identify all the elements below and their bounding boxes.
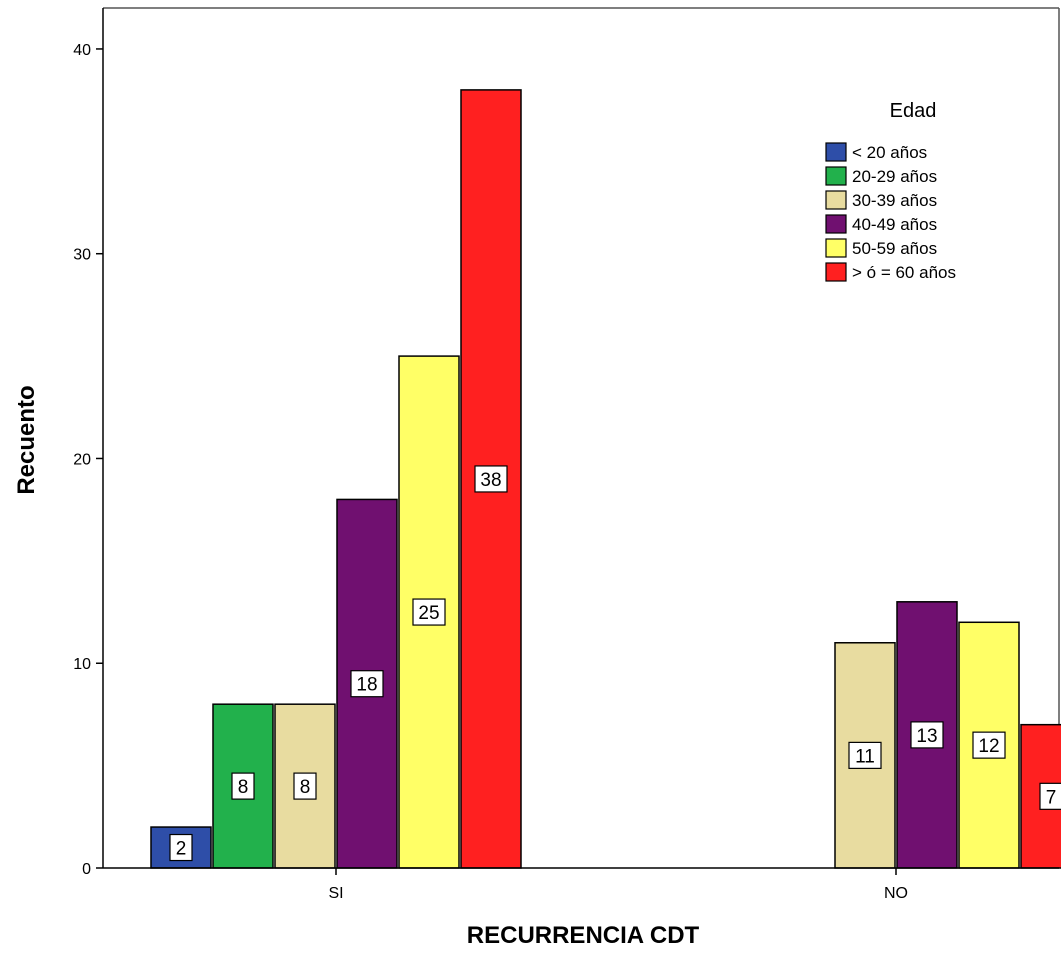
data-label-box xyxy=(474,465,508,493)
bars-group xyxy=(150,89,1061,869)
legend-swatch xyxy=(825,262,847,282)
legend-swatch xyxy=(825,214,847,234)
y-tick-label: 40 xyxy=(73,42,91,59)
data-label: 25 xyxy=(418,603,439,624)
legend-entry: 40-49 años xyxy=(852,215,937,234)
data-label: 18 xyxy=(356,675,377,696)
data-label: 38 xyxy=(480,470,501,491)
y-tick-label: 20 xyxy=(73,451,91,468)
data-label-box xyxy=(293,772,317,800)
data-label-box xyxy=(1039,782,1061,810)
data-label-box xyxy=(169,833,193,862)
legend-swatch xyxy=(825,238,847,258)
data-label-box xyxy=(350,670,384,698)
y-tick-label: 30 xyxy=(73,247,91,264)
x-axis: SI NO xyxy=(103,867,1059,902)
x-axis-title: RECURRENCIA CDT xyxy=(467,922,700,949)
y-tick-label: 0 xyxy=(82,861,91,878)
legend-entry: 20-29 años xyxy=(852,167,937,186)
data-label: 11 xyxy=(855,746,875,767)
legend-entry: 30-39 años xyxy=(852,191,937,210)
data-label: 8 xyxy=(300,777,311,798)
data-label-box xyxy=(910,721,944,749)
data-label: 2 xyxy=(176,839,187,860)
legend-swatch xyxy=(825,142,847,162)
data-labels-group: 2 8 8 18 25 38 11 13 12 7 xyxy=(169,465,1061,862)
data-label: 7 xyxy=(1046,787,1057,808)
data-label-box xyxy=(972,731,1006,759)
legend-entry: < 20 años xyxy=(852,143,927,162)
data-label: 8 xyxy=(238,777,249,798)
legend-title: Edad xyxy=(890,100,937,122)
legend-swatch xyxy=(825,190,847,210)
y-axis: 0 10 20 30 40 xyxy=(73,8,104,878)
legend: Edad < 20 años 20-29 años 30-39 años 40-49 … xyxy=(825,100,956,282)
y-tick-label: 10 xyxy=(73,656,91,673)
x-tick-label: SI xyxy=(328,885,343,902)
legend-entry: > ó = 60 años xyxy=(852,263,956,282)
legend-entry: 50-59 años xyxy=(852,239,937,258)
data-label-box xyxy=(848,741,882,769)
y-axis-title: Recuento xyxy=(13,385,40,494)
legend-swatch xyxy=(825,166,847,186)
data-label-box xyxy=(412,598,446,626)
data-label: 12 xyxy=(978,736,999,757)
data-label: 13 xyxy=(916,726,937,747)
data-label-box xyxy=(231,772,255,800)
x-tick-label: NO xyxy=(884,885,908,902)
